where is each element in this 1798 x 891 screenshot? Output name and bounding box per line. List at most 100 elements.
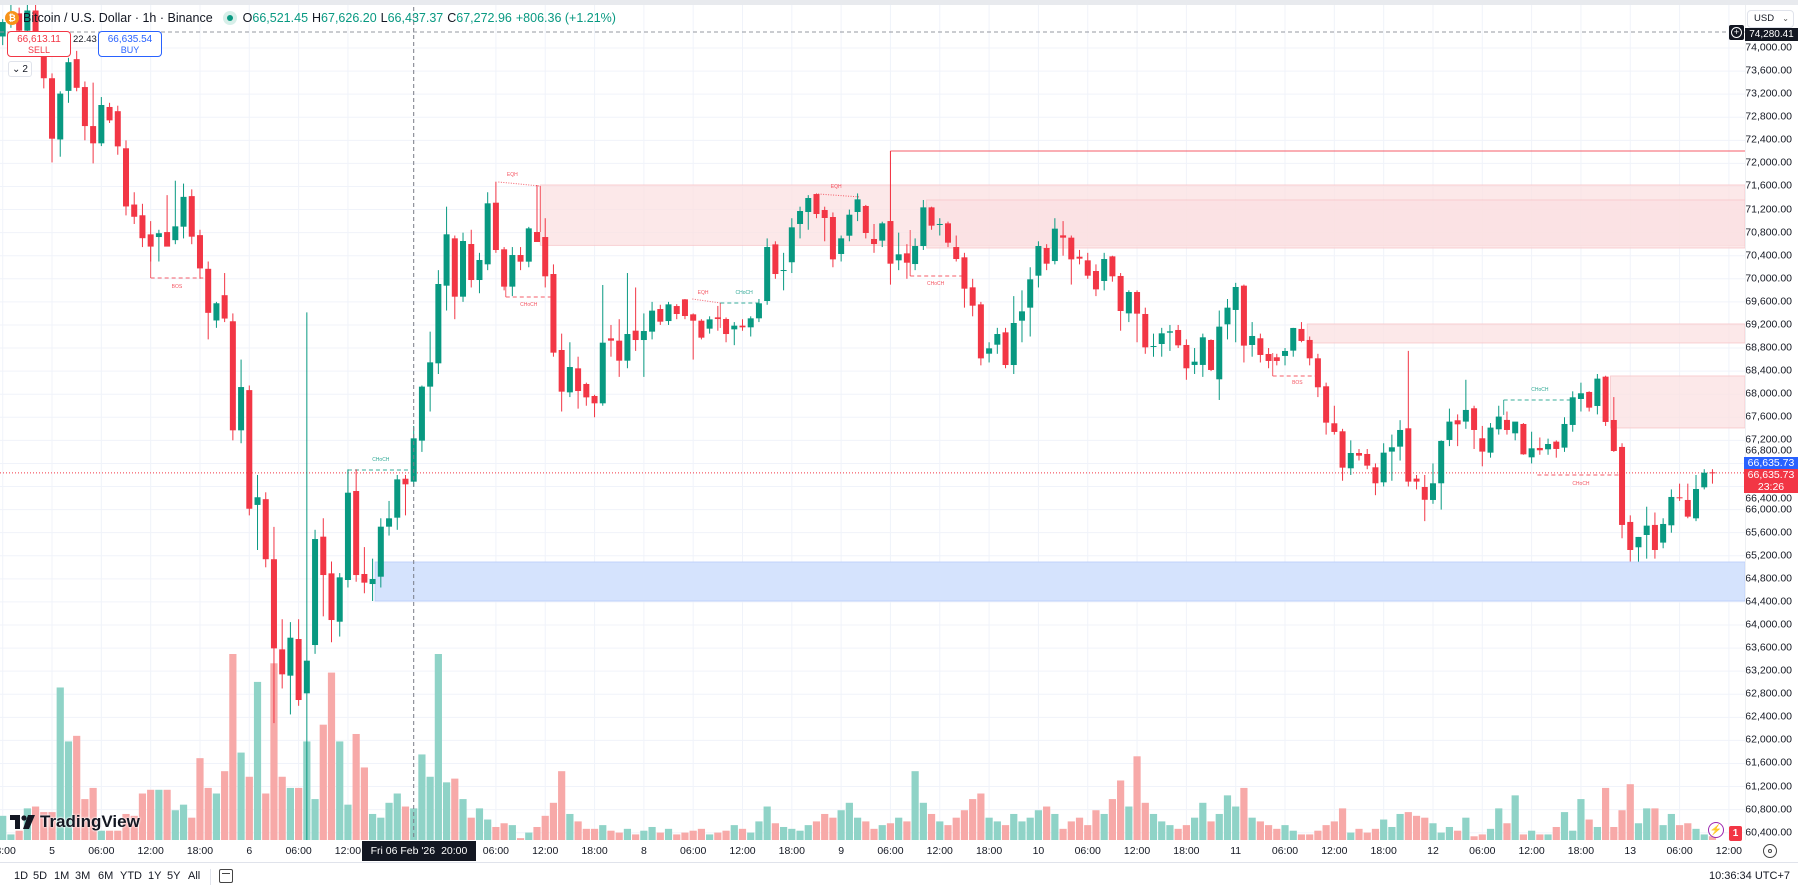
volume-bar <box>147 789 155 840</box>
clock-timezone[interactable]: 10:36:34 UTC+7 <box>1708 870 1790 882</box>
candle-bearish <box>1619 446 1626 525</box>
range-button-1y[interactable]: 1Y <box>148 870 162 882</box>
price-axis[interactable]: 74,000.00 73,600.00 73,200.00 72,800.00 72,4… <box>1745 5 1798 840</box>
range-button-all[interactable]: All <box>188 870 201 882</box>
crosshair-date: Fri 06 Feb '26 <box>370 845 436 857</box>
range-button-1m[interactable]: 1M <box>54 870 70 882</box>
symbol-title[interactable]: Bitcoin / U.S. Dollar · 1h · Binance <box>23 11 213 25</box>
candle-bullish <box>1495 416 1502 430</box>
eqh-line <box>818 193 861 198</box>
candle-bearish <box>402 478 409 485</box>
candle-bearish <box>739 325 746 328</box>
time-tick-label: 18:00 <box>1370 845 1397 857</box>
chart-plot-area[interactable]: EQH CHoCH EQH CHoCH EQH CHoCH BOS BOS CHoCH CHoCH… <box>0 5 1745 840</box>
volume-bar <box>1149 813 1158 840</box>
range-button-5d[interactable]: 5D <box>33 870 48 882</box>
candle-bullish <box>0 22 6 37</box>
range-button-3m[interactable]: 3M <box>75 870 91 882</box>
alerts-badge[interactable]: 1 <box>1729 826 1742 841</box>
candle-bullish <box>838 238 845 254</box>
candle-bearish <box>1076 256 1083 259</box>
indicators-toggle-button[interactable]: ⌄ 2 <box>8 61 32 77</box>
volume-bar <box>426 776 434 840</box>
volume-bar <box>1429 823 1437 840</box>
candle-bullish <box>172 226 179 241</box>
candle-bearish <box>862 205 869 233</box>
candle-bearish <box>1372 467 1379 484</box>
currency-select[interactable]: USD ⌄ <box>1747 10 1794 28</box>
candle-bullish <box>755 303 762 319</box>
candle-bearish <box>1553 441 1560 449</box>
candle-bearish <box>961 257 968 289</box>
candle-bullish <box>1701 472 1708 488</box>
volume-bar <box>1018 821 1026 840</box>
volume-bar <box>623 828 632 840</box>
sell-button[interactable]: 66,613.11 SELL <box>7 31 71 57</box>
volume-bar <box>262 793 270 840</box>
volume-bar <box>878 825 886 840</box>
chevron-down-icon: ⌄ <box>1782 14 1789 23</box>
price-tick-label: 70,400.00 <box>1745 249 1792 262</box>
crosshair-price-label: 74,280.41 <box>1745 28 1798 41</box>
volume-bar <box>360 767 368 840</box>
buy-button[interactable]: 66,635.54 BUY <box>98 31 162 57</box>
bitcoin-icon: ₿ <box>5 11 19 25</box>
time-tick-label: 06:00 <box>1074 845 1101 857</box>
range-button-1d[interactable]: 1D <box>14 870 29 882</box>
candle-bearish <box>164 232 171 247</box>
candle-bearish <box>583 383 590 398</box>
candle-bullish <box>1125 292 1132 314</box>
candle-bullish <box>443 234 450 286</box>
candle-bearish <box>492 202 499 251</box>
time-tick-label: 06:00 <box>1271 845 1299 857</box>
candlestick-chart[interactable]: EQH CHoCH EQH CHoCH EQH CHoCH BOS BOS CHoCH CHoCH… <box>0 5 1745 840</box>
add-alert-plus-button[interactable]: + <box>1729 25 1744 40</box>
volume-bar <box>960 810 969 840</box>
candle-bullish <box>731 325 738 330</box>
time-tick-label: 12:00 <box>334 845 362 857</box>
price-tick-label: 60,800.00 <box>1745 803 1792 816</box>
price-tick-label: 73,200.00 <box>1745 87 1792 100</box>
structure-label: CHoCH <box>736 290 754 296</box>
volume-bar <box>229 654 237 840</box>
time-tick-label: 10 <box>1032 845 1045 857</box>
candle-bearish <box>1602 376 1609 422</box>
volume-bar <box>40 812 48 840</box>
lightning-icon[interactable]: ⚡ <box>1708 822 1724 838</box>
range-button-6m[interactable]: 6M <box>98 870 114 882</box>
volume-bar <box>590 828 599 840</box>
candle-bullish <box>1158 333 1165 345</box>
time-axis[interactable]: 18:00 5 06:00 12:00 18:00 6 06:00 12:00 06:00 12:… <box>0 840 1745 862</box>
candle-bearish <box>657 309 664 322</box>
candle-bearish <box>1142 313 1149 348</box>
price-tick-label: 74,000.00 <box>1745 41 1792 54</box>
candle-bearish <box>328 573 335 621</box>
volume-bar <box>722 830 730 840</box>
candle-bullish <box>640 331 647 341</box>
candle-bearish <box>871 238 878 245</box>
volume-bar <box>410 808 418 840</box>
volume-bar <box>1182 825 1190 840</box>
time-tick-label: 18:00 <box>1567 845 1595 857</box>
volume-bar <box>533 826 541 840</box>
volume-bar <box>1437 832 1445 840</box>
candle-bullish <box>344 492 351 580</box>
candle-bearish <box>468 244 475 281</box>
gear-icon[interactable] <box>1763 844 1777 858</box>
calendar-goto-date-icon[interactable] <box>219 869 233 883</box>
volume-bar <box>574 821 582 840</box>
candle-bullish <box>180 196 187 227</box>
low-value: L66,437.37 <box>380 11 444 25</box>
candle-bearish <box>558 350 565 392</box>
candle-bullish <box>1166 331 1173 333</box>
volume-bar <box>763 806 771 840</box>
range-button-ytd[interactable]: YTD <box>120 870 142 882</box>
range-button-5y[interactable]: 5Y <box>167 870 181 882</box>
time-tick-label: 12:00 <box>137 845 164 857</box>
volume-bar <box>1528 830 1536 840</box>
tradingview-logo[interactable]: TradingView <box>10 812 140 832</box>
volume-bar <box>1610 826 1618 840</box>
candle-bullish <box>1569 397 1576 425</box>
candle-bearish <box>1503 419 1510 430</box>
bid-price-label: 66,635.73 <box>1744 457 1798 469</box>
